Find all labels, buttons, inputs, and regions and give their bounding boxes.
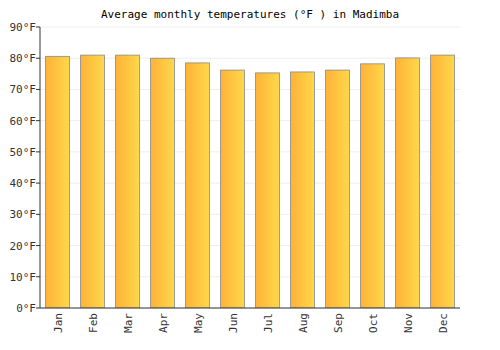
x-tick-label: Aug [297,313,310,333]
x-tick-label: Sep [332,313,345,333]
tick-mark [36,214,40,215]
y-tick-label: 90°F [10,21,37,34]
y-tick-label: 0°F [16,302,36,315]
chart: Average monthly temperatures (°F ) in Ma… [0,0,500,350]
tick-mark [36,120,40,121]
bar [291,72,315,308]
x-tick-label: Oct [367,313,380,333]
tick-mark [36,183,40,184]
bar [81,55,105,308]
y-tick-label: 20°F [10,240,37,253]
y-tick-label: 70°F [10,83,37,96]
tick-mark [36,151,40,152]
bar [46,56,70,308]
tick-mark [36,276,40,277]
y-tick-label: 80°F [10,52,37,65]
bar [151,58,175,308]
bar [116,55,140,308]
y-tick-label: 40°F [10,177,37,190]
x-tick-label: Nov [402,313,415,333]
bar [361,64,385,308]
title: Average monthly temperatures (°F ) in Ma… [101,8,399,21]
y-tick-label: 10°F [10,271,37,284]
tick-mark [36,89,40,90]
bar [221,70,245,308]
x-tick-label: Feb [87,313,100,333]
bar [396,58,420,308]
x-tick-label: Dec [437,313,450,333]
x-tick-label: Jun [227,313,240,333]
bars [46,55,455,308]
x-tick-label: Mar [122,313,135,333]
tick-mark [36,245,40,246]
x-tick-label: Apr [157,313,170,333]
bar [326,70,350,308]
y-tick-label: 60°F [10,115,37,128]
bar [431,55,455,308]
bar [186,63,210,308]
x-tick-label: May [192,313,205,333]
tick-mark [36,27,40,28]
y-tick-label: 50°F [10,146,37,159]
grid-line [40,308,460,309]
x-tick-label: Jul [262,313,275,333]
y-axis [40,27,41,308]
x-tick-label: Jan [52,313,65,333]
tick-mark [36,308,40,309]
x-axis [40,308,460,309]
y-tick-label: 30°F [10,208,37,221]
tick-mark [36,58,40,59]
grid-line [40,27,460,28]
bar [256,73,280,308]
